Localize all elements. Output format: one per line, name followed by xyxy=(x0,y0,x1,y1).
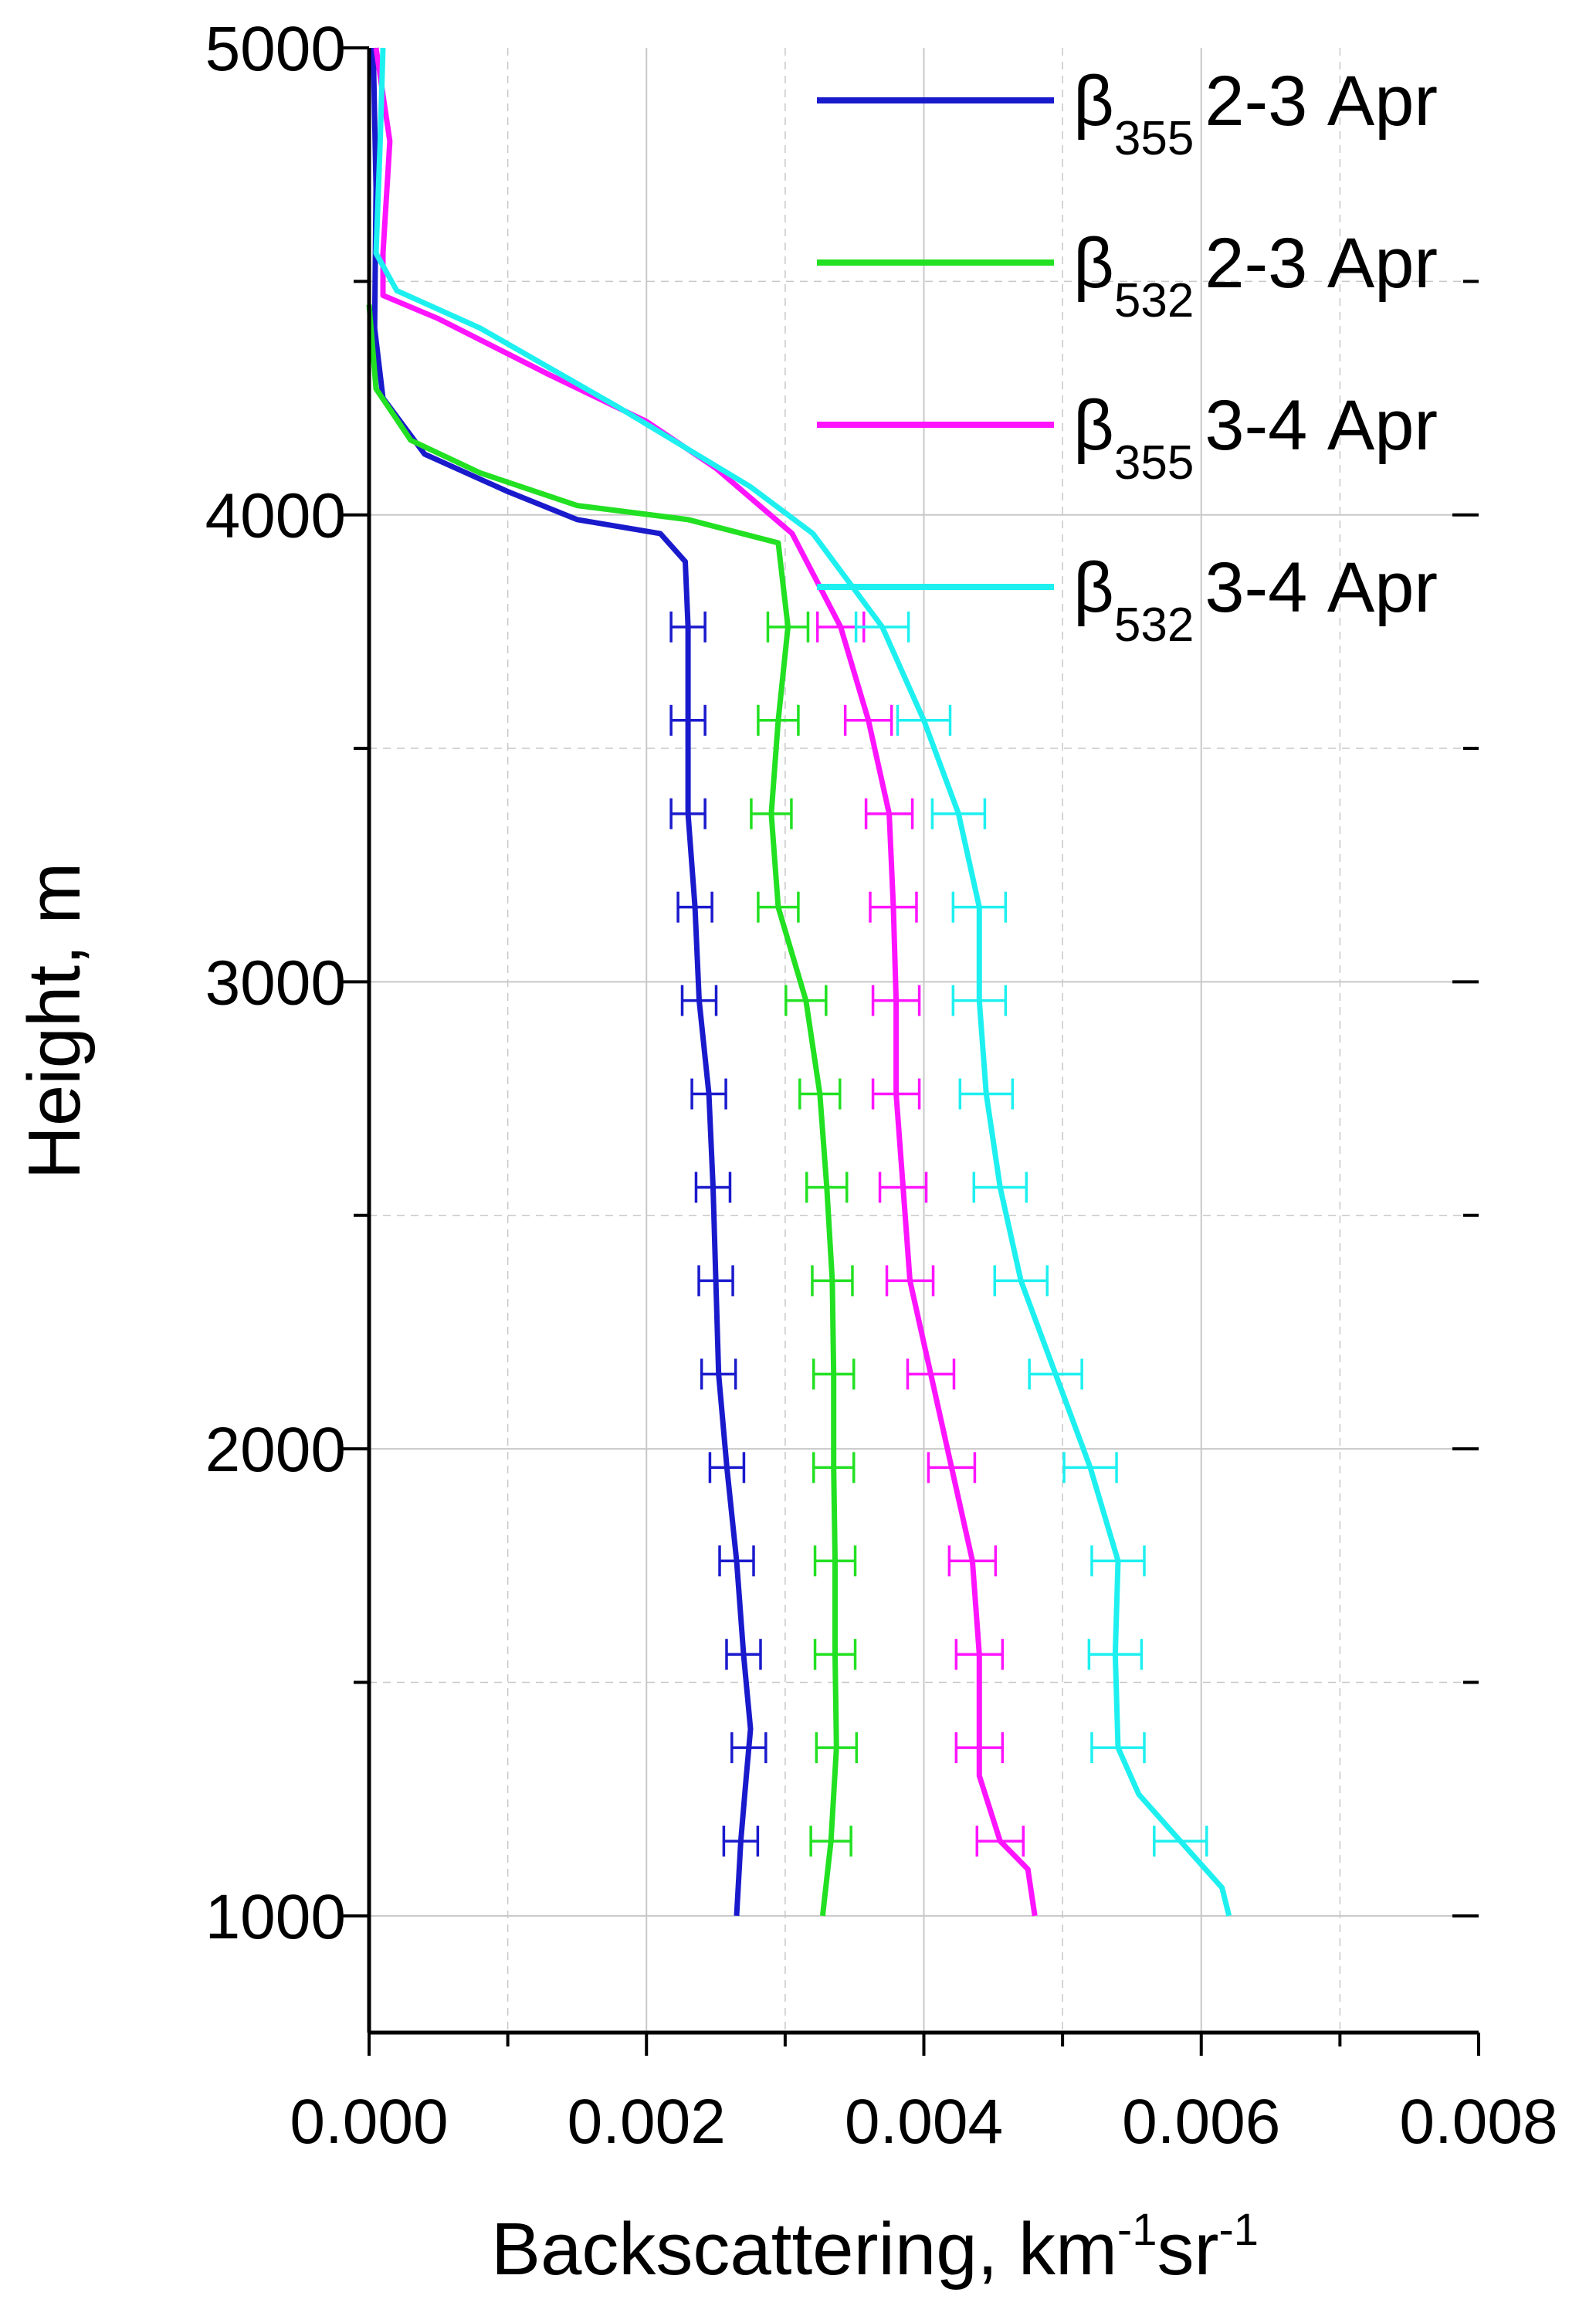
x-axis-title: Backscattering, km-1sr-1 xyxy=(491,2205,1259,2291)
error-bar xyxy=(1062,1452,1118,1484)
tick-labels: 0.000 0.002 0.004 0.006 0.008 1000 2000 3000 400… xyxy=(205,14,1558,2157)
y-tick-label: 4000 xyxy=(205,481,346,551)
y-tick-label: 2000 xyxy=(205,1415,346,1485)
legend: β355 2-3 Apr β532 2-3 Apr β355 3-4 Apr β532 3-4… xyxy=(817,62,1438,652)
error-bar xyxy=(694,1172,732,1203)
error-bar xyxy=(906,1358,956,1390)
error-bar xyxy=(815,1732,859,1764)
x-tick-label: 0.008 xyxy=(1399,2087,1557,2157)
error-bar xyxy=(1090,1732,1146,1764)
error-bar xyxy=(951,985,1008,1016)
error-bar xyxy=(1087,1639,1144,1670)
grid xyxy=(369,48,1479,2033)
error-bar xyxy=(757,704,800,736)
error-bar xyxy=(798,1078,842,1110)
error-bar xyxy=(809,1826,852,1857)
error-bar xyxy=(1028,1358,1083,1390)
error-bar xyxy=(947,1545,998,1577)
error-bar xyxy=(722,1826,760,1857)
legend-label-4: β532 3-4 Apr xyxy=(1073,548,1438,652)
error-bar xyxy=(812,1358,856,1390)
error-bars xyxy=(669,611,1208,1857)
error-bar xyxy=(878,1172,928,1203)
y-tick-label: 3000 xyxy=(205,948,346,1018)
axes xyxy=(343,46,1480,2056)
error-bar xyxy=(805,1172,849,1203)
error-bar xyxy=(975,1826,1025,1857)
error-bar xyxy=(993,1265,1049,1297)
error-bar xyxy=(784,985,828,1016)
error-bar xyxy=(864,798,914,829)
error-bar xyxy=(871,985,921,1016)
error-bar xyxy=(680,985,718,1016)
x-tick-label: 0.000 xyxy=(290,2087,448,2157)
y-tick-label: 5000 xyxy=(205,14,346,84)
error-bar xyxy=(954,1639,1005,1670)
x-tick-label: 0.002 xyxy=(568,2087,726,2157)
x-tick-label: 0.006 xyxy=(1122,2087,1280,2157)
error-bar xyxy=(954,1732,1005,1764)
error-bar xyxy=(951,891,1008,923)
error-bar xyxy=(854,611,910,643)
error-bar xyxy=(927,1452,977,1484)
error-bar xyxy=(730,1732,768,1764)
legend-label-1: β355 2-3 Apr xyxy=(1073,62,1438,165)
error-bar xyxy=(669,704,707,736)
error-bar xyxy=(972,1172,1028,1203)
error-bar xyxy=(676,891,713,923)
error-bar xyxy=(843,704,893,736)
y-tick-label: 1000 xyxy=(205,1882,346,1952)
series-line-2 xyxy=(366,304,839,1917)
error-bar xyxy=(669,798,707,829)
error-bar xyxy=(1090,1545,1146,1577)
error-bar xyxy=(930,798,987,829)
y-axis-title: Height, m xyxy=(13,863,96,1180)
error-bar xyxy=(869,891,918,923)
error-bar xyxy=(811,1265,854,1297)
error-bar xyxy=(690,1078,727,1110)
error-bar xyxy=(725,1639,762,1670)
error-bar xyxy=(757,891,800,923)
error-bar xyxy=(812,1452,856,1484)
error-bar xyxy=(885,1265,935,1297)
legend-label-2: β532 2-3 Apr xyxy=(1073,224,1438,327)
error-bar xyxy=(896,704,952,736)
x-tick-label: 0.004 xyxy=(845,2087,1003,2157)
error-bar xyxy=(708,1452,746,1484)
error-bar xyxy=(697,1265,734,1297)
legend-label-3: β355 3-4 Apr xyxy=(1073,386,1438,490)
error-bar xyxy=(700,1358,737,1390)
error-bar xyxy=(958,1078,1015,1110)
error-bar xyxy=(718,1545,755,1577)
error-bar xyxy=(669,611,707,643)
error-bar xyxy=(766,611,810,643)
error-bar xyxy=(813,1545,857,1577)
error-bar xyxy=(1153,1826,1208,1857)
error-bar xyxy=(871,1078,921,1110)
error-bar xyxy=(750,798,793,829)
error-bar xyxy=(813,1639,857,1670)
